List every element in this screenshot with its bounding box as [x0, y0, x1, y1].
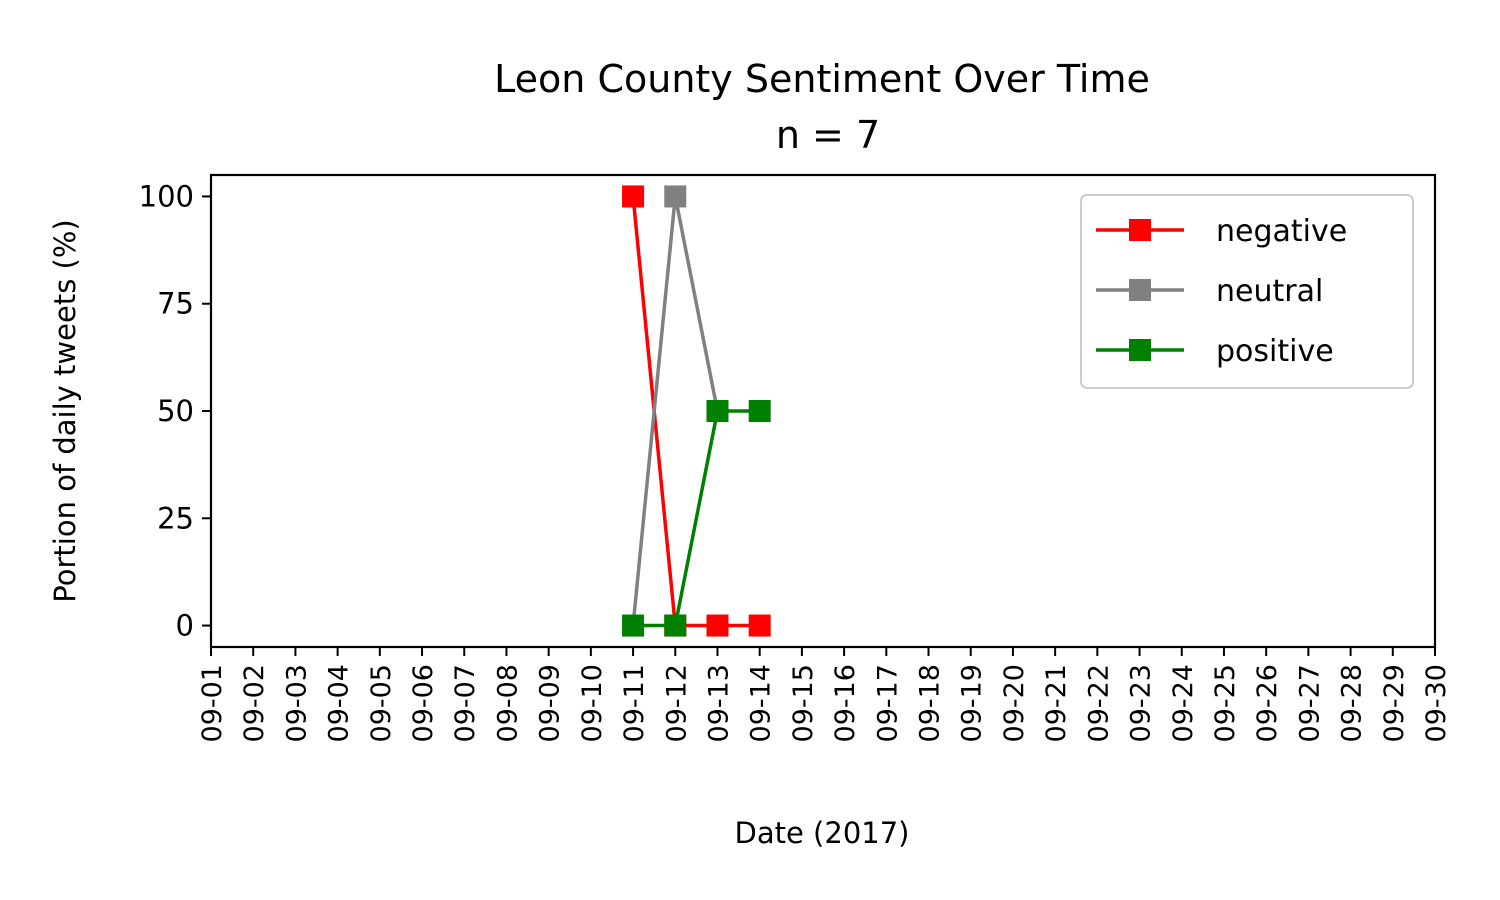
legend-marker-negative [1129, 219, 1151, 241]
x-tick-label: 09-29 [1379, 664, 1410, 742]
x-tick-label: 09-16 [830, 664, 861, 742]
legend-marker-neutral [1129, 279, 1151, 301]
point-negative [706, 614, 729, 637]
legend-marker-positive [1129, 339, 1151, 361]
series-line-positive [633, 409, 760, 628]
x-tick-label: 09-24 [1168, 664, 1199, 742]
x-tick-label: 09-28 [1337, 664, 1368, 742]
legend-label-neutral: neutral [1216, 274, 1323, 309]
plot-frame [209, 173, 1437, 649]
legend: negative neutral positive [1080, 194, 1414, 389]
x-tick-label: 09-25 [1210, 664, 1241, 742]
point-positive [706, 400, 729, 422]
y-tick-label: 75 [157, 287, 194, 321]
x-tick-label: 09-02 [239, 664, 270, 742]
x-tick-label: 09-07 [450, 664, 481, 742]
x-tick-label: 09-09 [535, 664, 566, 742]
point-neutral [664, 185, 687, 208]
x-tick-label: 09-18 [915, 664, 946, 742]
chart-subtitle: n = 7 [776, 113, 880, 157]
x-tick-label: 09-26 [1252, 664, 1283, 742]
x-tick-label: 09-06 [408, 664, 439, 742]
x-tick-label: 09-23 [1126, 664, 1157, 742]
x-tick-label: 09-08 [492, 664, 523, 742]
y-axis-label: Portion of daily tweets (%) [48, 219, 82, 602]
point-positive [622, 614, 645, 637]
legend-label-positive: positive [1216, 334, 1334, 369]
x-tick-label: 09-14 [746, 664, 777, 742]
y-tick-label: 50 [157, 394, 194, 428]
x-tick-label: 09-11 [619, 664, 650, 742]
x-tick-label: 09-30 [1421, 664, 1452, 742]
x-tick-label: 09-01 [197, 664, 228, 742]
x-tick-label: 09-03 [281, 664, 312, 742]
series-line-neutral [631, 194, 720, 626]
y-tick-label: 0 [176, 609, 194, 643]
point-negative [622, 185, 645, 208]
point-positive [664, 614, 687, 637]
x-tick-label: 09-13 [703, 664, 734, 742]
x-tick-label: 09-17 [872, 664, 903, 742]
chart-title: Leon County Sentiment Over Time [494, 57, 1150, 101]
x-tick-label: 09-22 [1083, 664, 1114, 742]
x-tick-label: 09-10 [577, 664, 608, 742]
x-axis-label: Date (2017) [735, 816, 910, 850]
plot-area: 0 25 50 75 100 09-01 09-02 09-03 09-04 09-05 09-06… [139, 179, 1452, 742]
point-positive [748, 400, 771, 422]
x-tick-label: 09-19 [957, 664, 988, 742]
y-tick-label: 25 [157, 501, 194, 535]
legend-box [1080, 194, 1414, 389]
y-tick-label: 100 [139, 179, 194, 213]
x-tick-label: 09-21 [1041, 664, 1072, 742]
x-tick-label: 09-15 [788, 664, 819, 742]
x-tick-label: 09-04 [324, 664, 355, 742]
x-tick-label: 09-12 [661, 664, 692, 742]
point-negative [748, 614, 771, 637]
x-tick-label: 09-05 [366, 664, 397, 742]
x-tick-label: 09-20 [999, 664, 1030, 742]
legend-label-negative: negative [1216, 214, 1347, 249]
x-tick-label: 09-27 [1294, 664, 1325, 742]
